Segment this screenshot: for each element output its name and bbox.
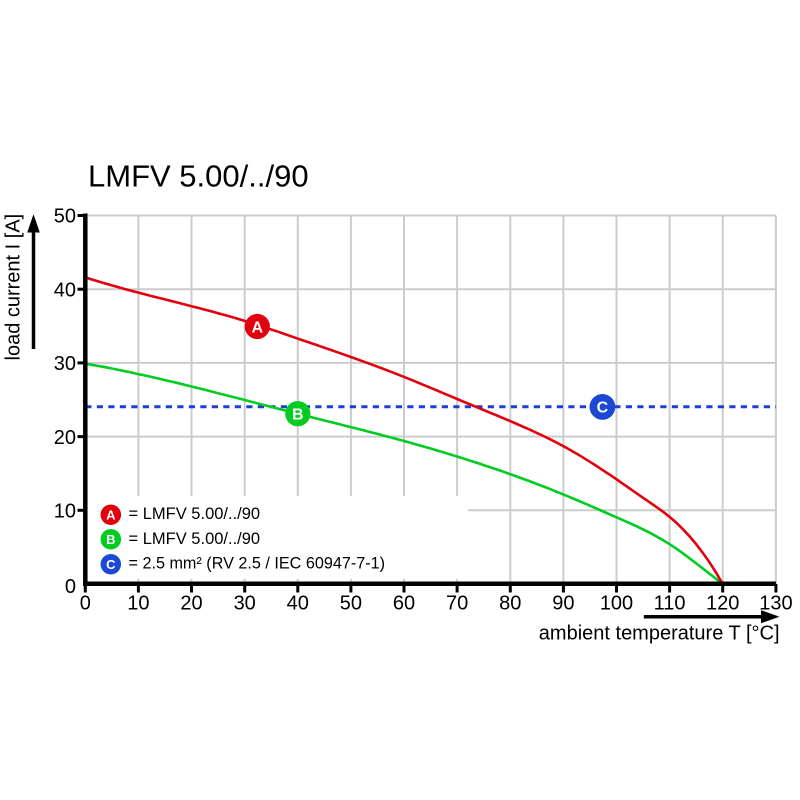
svg-text:120: 120 [706,593,739,615]
svg-text:0: 0 [80,593,91,615]
svg-text:100: 100 [600,593,633,615]
svg-text:B: B [106,532,115,547]
svg-text:50: 50 [340,593,362,615]
svg-text:80: 80 [499,593,521,615]
svg-text:130: 130 [759,593,792,615]
svg-text:= LMFV 5.00/../90: = LMFV 5.00/../90 [129,505,261,523]
svg-text:20: 20 [54,427,76,449]
svg-text:B: B [292,407,304,424]
svg-text:50: 50 [54,206,76,228]
svg-text:LMFV 5.00/../90: LMFV 5.00/../90 [88,159,309,194]
svg-text:30: 30 [234,593,256,615]
svg-text:ambient temperature T [°C]: ambient temperature T [°C] [539,623,780,645]
svg-text:A: A [106,507,116,522]
svg-text:30: 30 [54,353,76,375]
svg-text:110: 110 [654,593,686,615]
svg-text:20: 20 [180,593,202,615]
svg-text:10: 10 [54,501,76,523]
svg-text:60: 60 [393,593,415,615]
svg-text:C: C [597,400,609,417]
svg-text:= LMFV 5.00/../90: = LMFV 5.00/../90 [129,530,261,548]
svg-text:70: 70 [446,593,468,615]
svg-text:10: 10 [127,593,149,615]
svg-text:90: 90 [552,593,574,615]
svg-text:A: A [252,319,264,336]
svg-text:40: 40 [287,593,309,615]
svg-text:= 2.5 mm² (RV 2.5 / IEC 60947-: = 2.5 mm² (RV 2.5 / IEC 60947-7-1) [129,554,386,572]
svg-text:40: 40 [54,279,76,301]
svg-text:C: C [106,557,116,572]
svg-text:load current I [A]: load current I [A] [3,214,25,361]
svg-text:0: 0 [65,576,76,598]
